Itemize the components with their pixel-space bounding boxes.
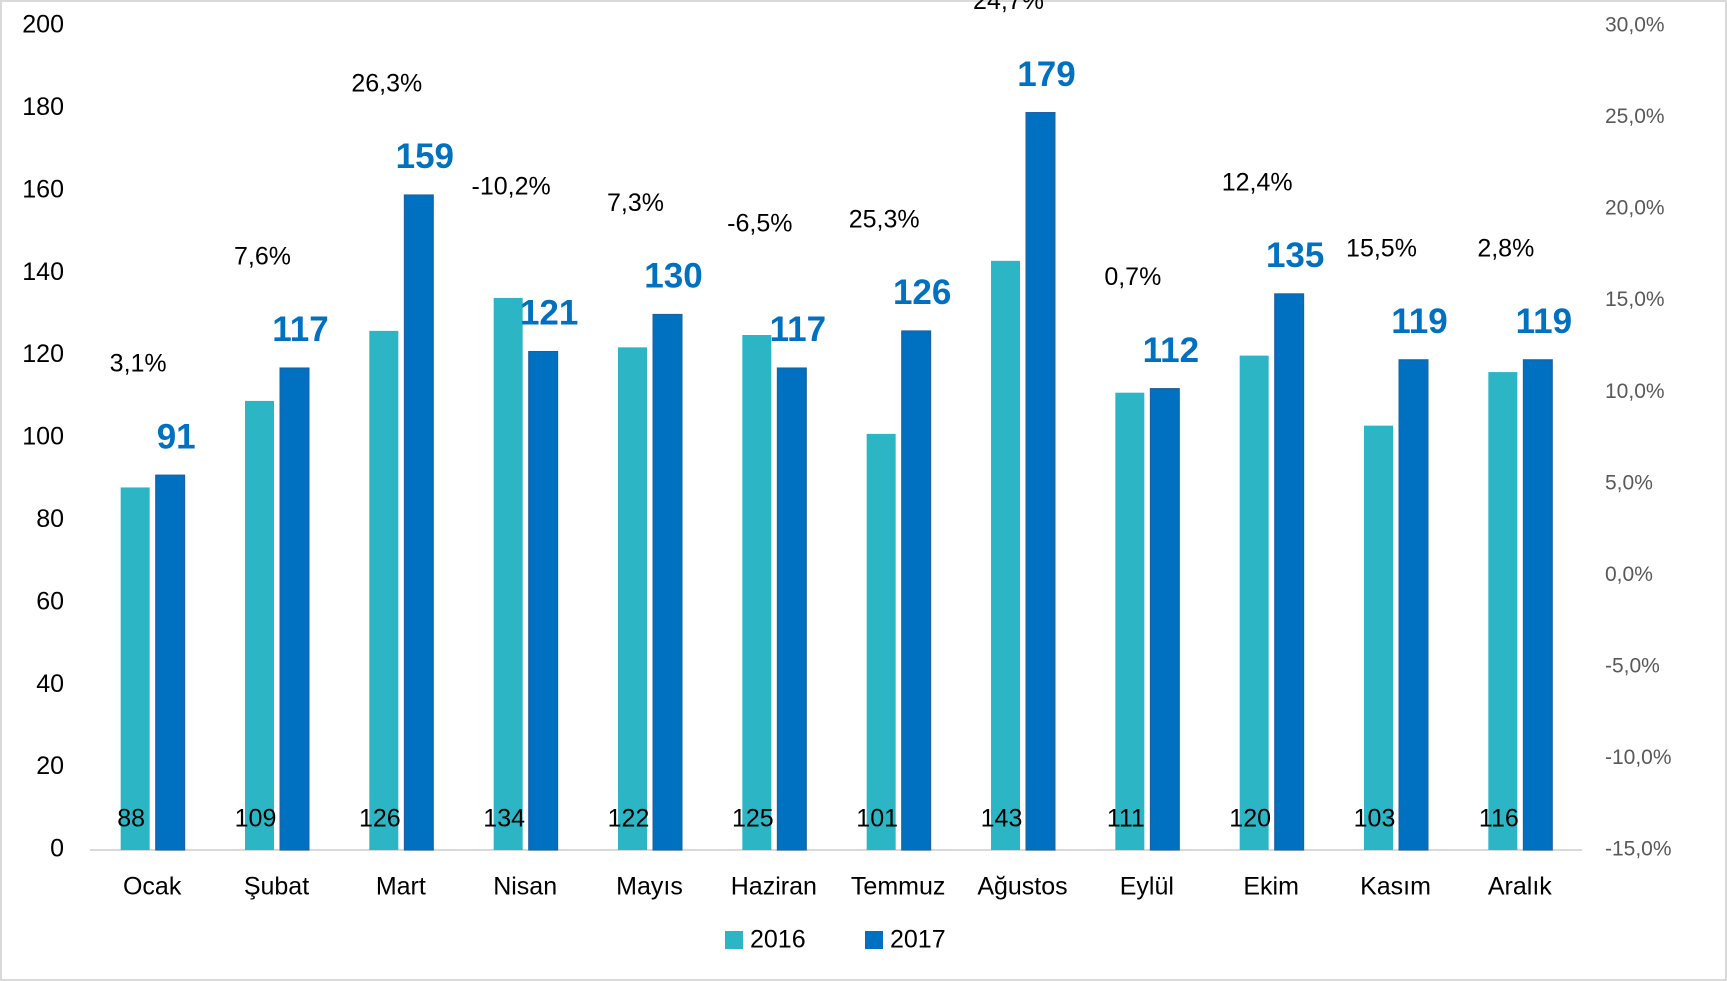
data-label: 101 <box>856 805 898 833</box>
growth-label: 24,7% <box>973 0 1044 15</box>
x-tick-label: Aralık <box>1488 873 1552 901</box>
bar <box>1274 293 1305 851</box>
y-tick-label: 200 <box>22 11 64 39</box>
data-label: 122 <box>608 805 650 833</box>
x-tick-label: Haziran <box>731 873 817 901</box>
y2-tick-label: 10,0% <box>1605 380 1665 403</box>
data-label: 121 <box>520 294 578 333</box>
bar <box>866 433 896 850</box>
bar <box>652 313 683 851</box>
y2-tick-label: -15,0% <box>1605 838 1672 861</box>
data-label: 112 <box>1143 331 1199 370</box>
y2-tick-label: 20,0% <box>1605 197 1665 220</box>
bar <box>155 474 186 851</box>
data-label: 130 <box>644 257 702 296</box>
growth-label: 3,1% <box>110 350 167 378</box>
bar <box>528 350 559 851</box>
data-label: 91 <box>157 417 196 456</box>
growth-label: 26,3% <box>351 70 422 98</box>
x-tick-label: Temmuz <box>851 873 945 901</box>
legend-label: 2016 <box>750 926 806 954</box>
legend-label: 2017 <box>890 926 946 954</box>
legend-swatch <box>865 931 883 949</box>
data-label: 119 <box>1391 302 1447 341</box>
data-label: 143 <box>981 805 1023 833</box>
x-tick-label: Ağustos <box>977 873 1067 901</box>
y-tick-label: 160 <box>22 175 64 203</box>
y2-tick-label: -10,0% <box>1605 746 1672 769</box>
y-tick-label: 0 <box>50 835 64 863</box>
bar <box>901 330 932 851</box>
data-label: 134 <box>483 805 525 833</box>
y-tick-label: 40 <box>36 670 64 698</box>
x-tick-label: Eylül <box>1120 873 1174 901</box>
bar <box>403 194 434 851</box>
y-tick-label: 20 <box>36 752 64 780</box>
data-label: 126 <box>359 805 401 833</box>
bar <box>1488 372 1518 850</box>
bar <box>369 330 399 850</box>
y2-tick-label: 15,0% <box>1605 288 1665 311</box>
growth-label: 2,8% <box>1477 234 1534 262</box>
bar <box>1398 359 1429 851</box>
y2-tick-label: 0,0% <box>1605 563 1653 586</box>
growth-label: 25,3% <box>849 205 920 233</box>
data-label: 117 <box>770 310 826 349</box>
bar <box>618 347 647 850</box>
bar <box>1522 359 1553 851</box>
data-label: 159 <box>396 137 454 176</box>
growth-label: 0,7% <box>1104 263 1161 291</box>
data-label: 103 <box>1354 805 1396 833</box>
data-label: 126 <box>893 273 951 312</box>
growth-label: 12,4% <box>1222 168 1293 196</box>
data-label: 111 <box>1107 805 1145 833</box>
bar <box>493 297 523 850</box>
y-tick-label: 60 <box>36 587 64 615</box>
bar <box>1239 355 1269 850</box>
data-label: 120 <box>1229 805 1271 833</box>
y2-tick-label: 30,0% <box>1605 14 1665 37</box>
y-tick-label: 100 <box>22 423 64 451</box>
data-label: 109 <box>235 805 277 833</box>
bar <box>245 400 274 850</box>
y-tick-label: 140 <box>22 258 64 286</box>
y-tick-label: 80 <box>36 505 64 533</box>
x-tick-label: Ekim <box>1243 873 1299 901</box>
data-label: 125 <box>732 805 774 833</box>
legend-swatch <box>725 931 743 949</box>
bar <box>1364 425 1393 850</box>
bar <box>1025 112 1056 851</box>
x-tick-label: Mayıs <box>616 873 683 901</box>
growth-label: 7,3% <box>607 189 664 217</box>
data-label: 179 <box>1017 55 1075 94</box>
y2-tick-label: -5,0% <box>1605 654 1660 677</box>
x-tick-label: Şubat <box>244 873 309 901</box>
data-label: 88 <box>117 805 145 833</box>
data-label: 135 <box>1266 236 1324 275</box>
x-tick-label: Ocak <box>123 873 182 901</box>
x-tick-label: Mart <box>376 873 426 901</box>
bar <box>991 260 1020 851</box>
bar <box>1149 388 1180 851</box>
data-label: 116 <box>1479 805 1519 833</box>
growth-label: 7,6% <box>234 243 291 271</box>
growth-label: -6,5% <box>727 210 792 238</box>
data-label: 117 <box>272 310 328 349</box>
y-tick-label: 180 <box>22 93 64 121</box>
bar <box>1115 392 1145 850</box>
x-tick-label: Nisan <box>493 873 557 901</box>
growth-label: -10,2% <box>472 173 551 201</box>
bar <box>120 487 150 850</box>
y2-tick-label: 5,0% <box>1605 471 1653 494</box>
y-tick-label: 120 <box>22 340 64 368</box>
data-label: 119 <box>1516 302 1572 341</box>
y2-tick-label: 25,0% <box>1605 105 1665 128</box>
x-tick-label: Kasım <box>1360 873 1431 901</box>
bar <box>279 367 310 851</box>
bar <box>742 335 772 850</box>
growth-label: 15,5% <box>1346 234 1417 262</box>
bar <box>776 367 807 851</box>
